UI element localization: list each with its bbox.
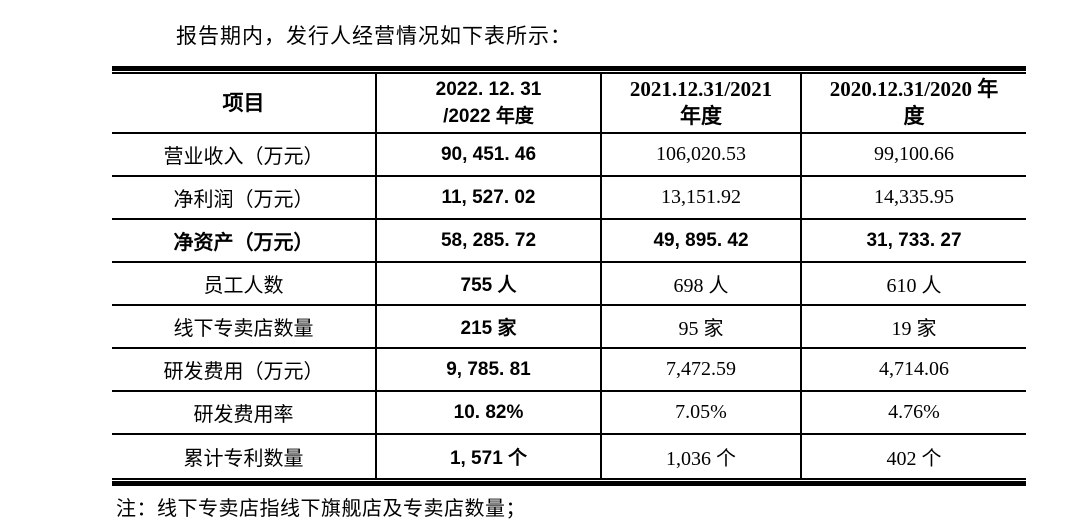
header-2020-column: 2020.12.31/2020 年 度 [800,74,1026,134]
row-label: 员工人数 [112,263,375,306]
value-2020: 31, 733. 27 [800,220,1026,263]
value-2021: 106,020.53 [600,134,800,177]
value-2022: 215 家 [375,306,600,349]
table-bottom-thick-rule [112,481,1026,486]
footnote: 注：线下专卖店指线下旗舰店及专卖店数量； [116,498,526,520]
value-2020: 14,335.95 [800,177,1026,220]
value-2022: 11, 527. 02 [375,177,600,220]
value-2020: 19 家 [800,306,1026,349]
table-grid: 项目 2022. 12. 31 /2022 年度 2021.12.31/2021… [112,74,1026,478]
value-2022: 90, 451. 46 [375,134,600,177]
table-top-thick-rule [112,66,1026,71]
value-2021: 13,151.92 [600,177,800,220]
intro-text: 报告期内，发行人经营情况如下表所示： [176,24,572,48]
value-2021: 7.05% [600,392,800,435]
value-2021: 698 人 [600,263,800,306]
value-2021: 7,472.59 [600,349,800,392]
row-label: 净利润（万元） [112,177,375,220]
row-label: 净资产（万元） [112,220,375,263]
value-2020: 610 人 [800,263,1026,306]
table-top-rule-gap [112,71,1026,72]
value-2022: 9, 785. 81 [375,349,600,392]
header-item-column: 项目 [112,74,375,134]
value-2021: 1,036 个 [600,435,800,478]
table-bottom-thin-rule [112,478,1026,480]
table-top-thin-rule [112,72,1026,74]
header-item-label: 项目 [222,90,265,115]
value-2022: 58, 285. 72 [375,220,600,263]
header-2022-column: 2022. 12. 31 /2022 年度 [375,74,600,134]
header-2021-column: 2021.12.31/2021 年度 [600,74,800,134]
operations-table: 项目 2022. 12. 31 /2022 年度 2021.12.31/2021… [112,66,1026,486]
value-2020: 4.76% [800,392,1026,435]
value-2022: 1, 571 个 [375,435,600,478]
value-2020: 402 个 [800,435,1026,478]
row-label: 线下专卖店数量 [112,306,375,349]
row-label: 营业收入（万元） [112,134,375,177]
value-2022: 10. 82% [375,392,600,435]
row-label: 研发费用率 [112,392,375,435]
value-2021: 49, 895. 42 [600,220,800,263]
value-2021: 95 家 [600,306,800,349]
row-label: 累计专利数量 [183,448,304,470]
row-label: 研发费用（万元） [112,349,375,392]
table-bottom-rule-gap [112,480,1026,481]
value-2022: 755 人 [375,263,600,306]
value-2020: 4,714.06 [800,349,1026,392]
value-2020: 99,100.66 [800,134,1026,177]
